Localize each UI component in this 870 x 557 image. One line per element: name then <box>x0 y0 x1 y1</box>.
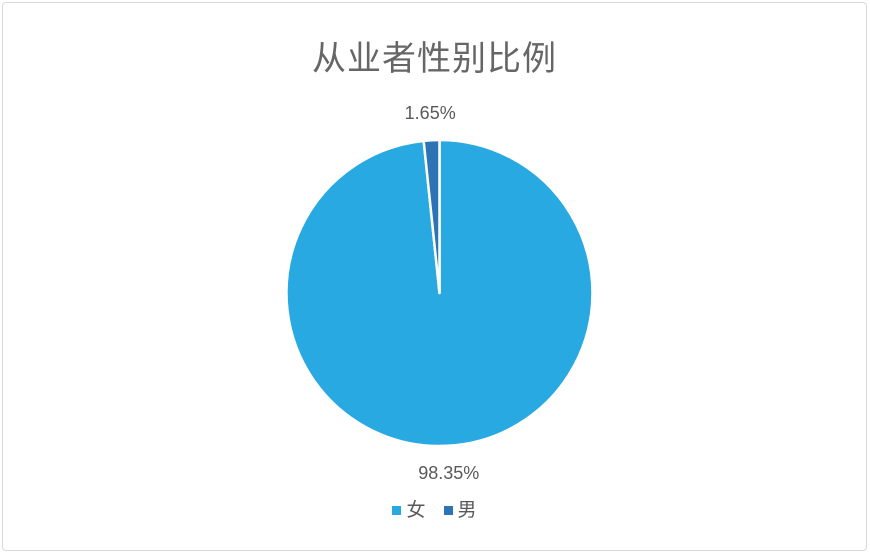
legend: 女男 <box>3 501 866 520</box>
legend-item-female: 女 <box>392 501 425 520</box>
legend-swatch-male <box>444 506 453 515</box>
legend-item-male: 男 <box>444 501 477 520</box>
pie-chart: 98.35% 1.65% <box>3 3 870 557</box>
data-label-male: 1.65% <box>405 103 456 123</box>
legend-label-male: 男 <box>458 501 477 520</box>
legend-label-female: 女 <box>406 501 425 520</box>
chart-frame: 从业者性别比例 98.35%1.65% 女男 <box>2 2 867 551</box>
legend-swatch-female <box>392 506 401 515</box>
data-label-female: 98.35% <box>418 463 479 483</box>
